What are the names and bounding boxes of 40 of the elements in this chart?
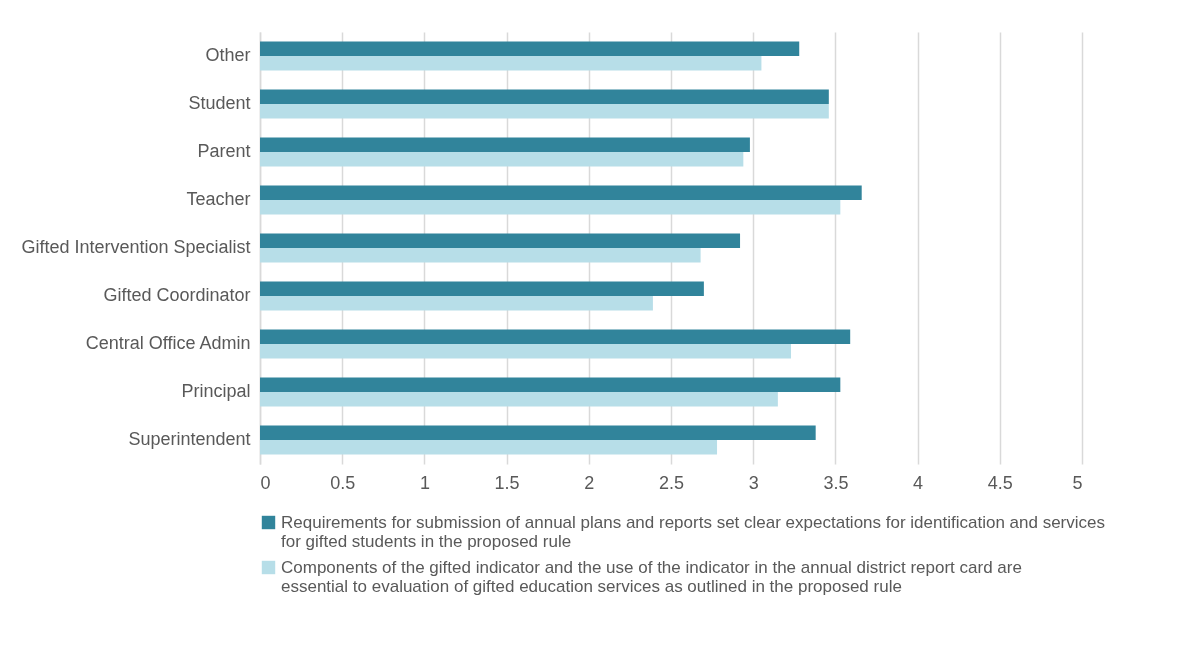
bar — [260, 425, 816, 440]
y-tick-label: Principal — [181, 381, 251, 401]
bar — [260, 377, 841, 392]
x-tick-label: 3.5 — [823, 472, 849, 493]
bar — [260, 104, 829, 119]
bar — [260, 233, 741, 248]
bar — [260, 296, 653, 311]
legend-label: Requirements for submission of annual plans and reports set clear expectations for identification and services for gifted students in the proposed rule — [281, 512, 1105, 551]
x-tick-label: 4.5 — [987, 472, 1013, 493]
bar — [260, 137, 750, 152]
y-tick-label: Superintendent — [128, 429, 251, 449]
x-tick-label: 0 — [260, 472, 271, 493]
x-tick-label: 4 — [913, 472, 924, 493]
bar — [260, 440, 718, 455]
bar — [260, 41, 800, 56]
bar — [260, 344, 792, 359]
legend-label: Components of the gifted indicator and the use of the indicator in the annual district report card are essential to evaluation of gifted education services as outlined in the proposed rule — [281, 557, 1022, 596]
bar — [260, 152, 744, 167]
y-tick-label: Central Office Admin — [85, 333, 251, 353]
x-tick-label: 3 — [748, 472, 759, 493]
y-tick-label: Parent — [197, 141, 251, 161]
bar — [260, 281, 704, 296]
x-tick-label: 2 — [584, 472, 595, 493]
bar — [260, 329, 851, 344]
x-tick-label: 5 — [1072, 472, 1083, 493]
y-tick-label: Student — [188, 93, 251, 113]
y-tick-label: Gifted Coordinator — [103, 285, 251, 305]
x-tick-label: 1.5 — [494, 472, 520, 493]
y-tick-label: Teacher — [186, 189, 251, 209]
bar — [260, 200, 841, 215]
bar — [260, 185, 862, 200]
x-tick-label: 2.5 — [658, 472, 685, 493]
y-tick-label: Gifted Intervention Specialist — [21, 237, 251, 257]
x-tick-label: 0.5 — [330, 472, 356, 493]
bar — [260, 89, 829, 104]
y-tick-label: Other — [205, 45, 251, 65]
bar — [260, 248, 701, 263]
bar — [260, 56, 762, 71]
bar — [260, 392, 778, 407]
x-tick-label: 1 — [419, 472, 430, 493]
